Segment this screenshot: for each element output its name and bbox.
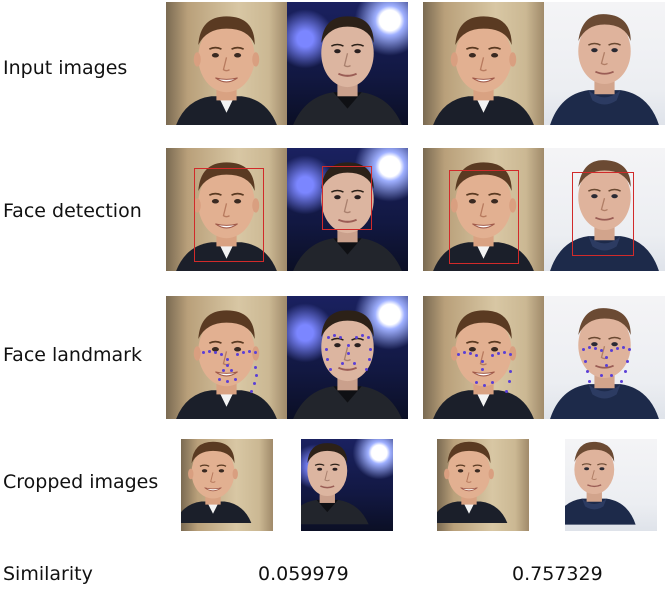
similarity-value-pair-1: 0.059979 [258,563,349,585]
landmark-point [509,353,512,356]
landmark-point [483,384,486,387]
landmark-point [242,351,245,354]
landmark-point [202,351,205,354]
landmark-point [250,390,253,393]
landmark-point [481,360,484,363]
landmark-point [626,360,629,363]
landmark-point [341,362,344,365]
landmark-point [347,352,350,355]
landmark-point [226,364,229,367]
landmark-point [610,374,613,377]
detection-photo-musk [287,148,408,271]
landmark-point [347,344,350,347]
landmark-point [469,352,472,355]
landmark-point [326,358,329,361]
landmark-point [605,364,608,367]
landmark-point [620,380,623,383]
landmark-point [365,368,368,371]
landmark-point [355,336,358,339]
landmark-point [254,366,257,369]
landmark-point [600,349,603,352]
landmark-point [329,368,332,371]
landmark-point [497,352,500,355]
landmark-point [463,351,466,354]
input-photo-musk [287,2,408,125]
landmark-point [605,356,608,359]
landmark-point [368,358,371,361]
landmark-photo-musk [287,296,408,419]
row-label-input-images: Input images [3,57,128,79]
landmark-point [600,374,603,377]
landmark-point [236,353,239,356]
landmark-point [588,380,591,383]
landmark-point [594,347,597,350]
landmark-photo-macron-3 [544,296,665,419]
input-photo-macron-2 [423,2,544,125]
landmark-point [361,334,364,337]
row-label-face-detection: Face detection [3,200,142,222]
landmark-point [218,378,221,381]
detection-box [572,172,634,256]
landmark-point [588,346,591,349]
landmark-point [339,336,342,339]
landmark-point [505,390,508,393]
landmark-point [491,381,494,384]
landmark-point [248,350,251,353]
landmark-point [481,368,484,371]
input-photo-macron-3 [544,2,665,125]
row-label-cropped-images: Cropped images [3,471,159,493]
landmark-point [624,370,627,373]
landmark-point [610,349,613,352]
landmark-point [457,353,460,356]
detection-photo-macron-1 [166,148,287,271]
landmark-point [509,370,512,373]
landmark-photo-macron-1 [166,296,287,419]
detection-box [449,170,519,264]
landmark-point [616,347,619,350]
landmark-point [475,381,478,384]
landmark-point [491,354,494,357]
similarity-value-pair-2: 0.757329 [512,563,603,585]
detection-box [194,168,264,262]
landmark-point [230,369,233,372]
landmark-point [475,354,478,357]
detection-photo-macron-2 [423,148,544,271]
detection-box [322,166,372,230]
landmark-point [622,346,625,349]
landmark-point [226,358,229,361]
landmark-point [234,378,237,381]
detection-photo-macron-3 [544,148,665,271]
landmark-point [220,353,223,356]
landmark-point [222,369,225,372]
landmark-point [333,334,336,337]
landmark-point [226,380,229,383]
landmark-point [586,370,589,373]
landmark-point [584,360,587,363]
landmark-point [369,348,372,351]
similarity-label: Similarity [3,563,93,585]
row-label-face-landmark: Face landmark [3,344,142,366]
cropped-photo-macron-1 [181,439,273,531]
landmark-point [327,336,330,339]
cropped-photo-macron-2 [437,439,529,531]
landmark-point [582,348,585,351]
landmark-point [353,362,356,365]
landmark-point [367,336,370,339]
landmark-point [253,382,256,385]
landmark-point [508,380,511,383]
landmark-point [628,348,631,351]
input-photo-macron-1 [166,2,287,125]
cropped-photo-musk [301,439,393,531]
landmark-point [503,351,506,354]
landmark-point [325,348,328,351]
landmark-point [208,350,211,353]
cropped-photo-macron-3 [565,439,657,531]
landmark-point [255,374,258,377]
landmark-point [214,351,217,354]
landmark-photo-macron-2 [423,296,544,419]
landmark-point [254,351,257,354]
